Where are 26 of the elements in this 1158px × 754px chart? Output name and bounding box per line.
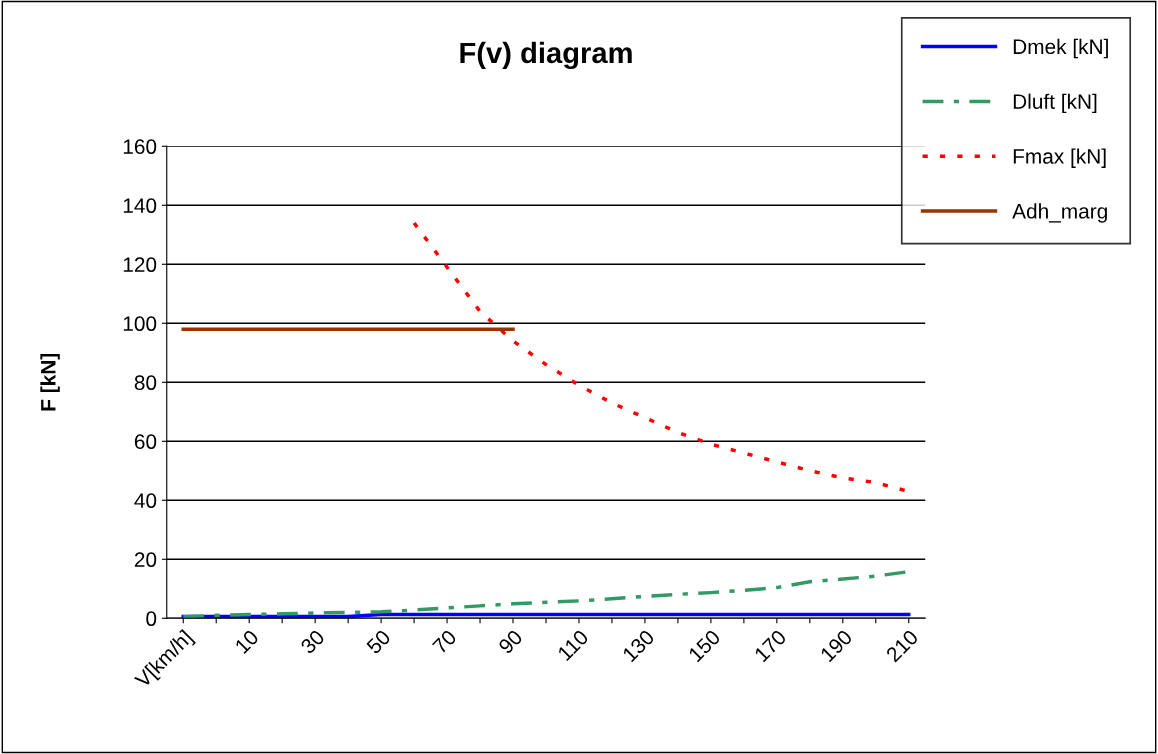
x-tick-label: 170 (753, 628, 788, 663)
x-tick-label: 130 (621, 628, 656, 663)
legend-label: Dluft [kN] (1013, 93, 1097, 114)
y-tick-label: 80 (134, 375, 157, 391)
x-tick-label: 30 (299, 628, 326, 655)
y-tick-label: 40 (134, 493, 157, 509)
x-tick-label: 190 (819, 628, 854, 663)
chart-title: F(v) diagram (460, 41, 632, 70)
y-tick-label: 120 (123, 257, 157, 273)
y-tick-label: 0 (146, 611, 157, 627)
y-tick-label: 60 (134, 434, 157, 450)
y-tick-label: 20 (134, 552, 157, 568)
x-tick-label: 210 (885, 628, 919, 663)
x-tick-label: 50 (365, 628, 392, 655)
y-tick-label: 140 (123, 198, 157, 214)
x-tick-label: 110 (557, 628, 590, 662)
legend-label: Fmax [kN] (1013, 148, 1106, 168)
x-tick-label: 70 (431, 628, 458, 655)
y-axis-title: F [kN] (40, 353, 60, 411)
x-tick-label: 150 (687, 628, 722, 663)
y-tick-label: 160 (123, 139, 157, 155)
legend-label: Dmek [kN] (1013, 38, 1108, 59)
y-tick-label: 100 (123, 316, 157, 332)
x-tick-label: 10 (234, 628, 260, 655)
x-tick-label: 90 (497, 628, 524, 655)
legend-label: Adh_marg (1012, 203, 1107, 223)
